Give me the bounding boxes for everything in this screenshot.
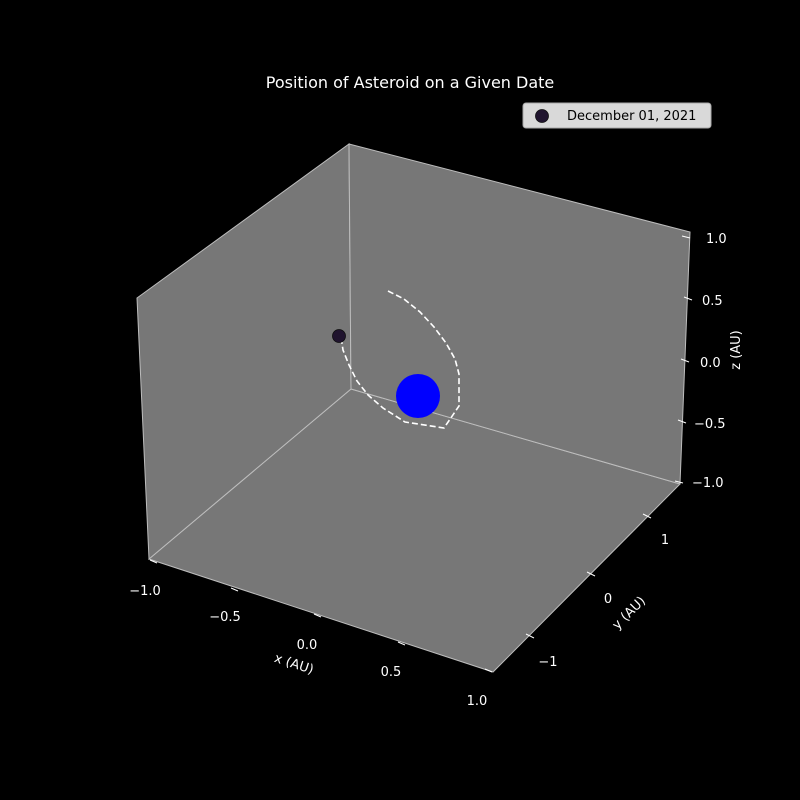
x-tick-mark (484, 668, 493, 673)
z-tick-label: 0.0 (700, 356, 721, 371)
legend-label: December 01, 2021 (567, 109, 696, 124)
x-tick-label: 1.0 (467, 694, 488, 709)
y-tick-mark (642, 513, 652, 519)
z-tick-mark (683, 296, 693, 301)
y-tick-mark (586, 571, 596, 577)
x-tick-label: −0.5 (209, 610, 241, 625)
z-tick-label: 0.5 (702, 294, 723, 309)
legend-frame (522, 102, 712, 129)
x-tick-mark (230, 587, 239, 592)
asteroid-marker (332, 329, 346, 343)
sun-marker (396, 374, 440, 418)
y-tick-label: −1 (538, 655, 557, 670)
legend: December 01, 2021 (522, 102, 712, 129)
z-tick-label: 1.0 (706, 232, 727, 247)
y-tick-label: 1 (661, 533, 669, 548)
x-tick-label: 0.5 (381, 665, 402, 680)
z-tick-mark (681, 235, 691, 239)
x-tick-label: 0.0 (297, 638, 318, 653)
x-tick-label: −1.0 (129, 584, 161, 599)
z-axis: 1.0 0.5 0.0 −0.5 −1.0 z (AU) (674, 232, 744, 491)
x-tick-mark (313, 613, 322, 618)
z-tick-mark (674, 480, 684, 484)
z-tick-mark (680, 358, 690, 363)
z-tick-mark (677, 419, 687, 424)
orbit-path (340, 290, 460, 429)
z-tick-label: −0.5 (694, 417, 726, 432)
y-tick-mark (525, 633, 535, 639)
plot-marks (332, 290, 460, 429)
chart-title: Position of Asteroid on a Given Date (266, 73, 555, 92)
x-tick-mark (397, 641, 406, 646)
legend-marker (535, 109, 549, 123)
z-tick-label: −1.0 (692, 476, 724, 491)
y-tick-label: 0 (604, 592, 612, 607)
x-tick-mark (149, 559, 158, 564)
z-axis-label: z (AU) (729, 330, 744, 370)
